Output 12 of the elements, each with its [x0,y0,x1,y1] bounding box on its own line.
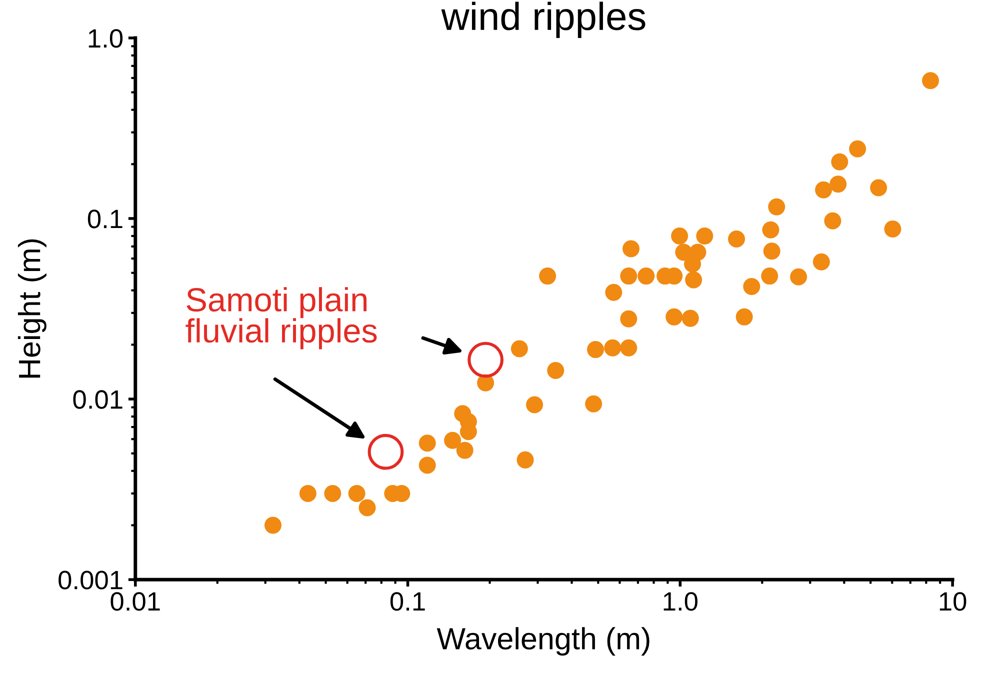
x-tick-label: 10 [940,592,966,611]
x-tick-label: 1.0 [664,592,698,611]
y-axis-title: Height (m) [18,239,46,378]
y-tick-label: 0.01 [73,390,122,409]
y-tick-label: 1.0 [88,29,123,48]
chart-title: wind ripples [441,2,646,38]
x-tick-label: 0.1 [390,592,425,611]
annotation: Samoti plain fluvial ripples [186,287,377,350]
y-tick-label: 0.1 [88,210,122,228]
x-tick-label: 0.01 [110,592,160,611]
x-axis-title: Wavelength (m) [436,627,650,656]
y-tick-label: 0.001 [58,570,122,590]
